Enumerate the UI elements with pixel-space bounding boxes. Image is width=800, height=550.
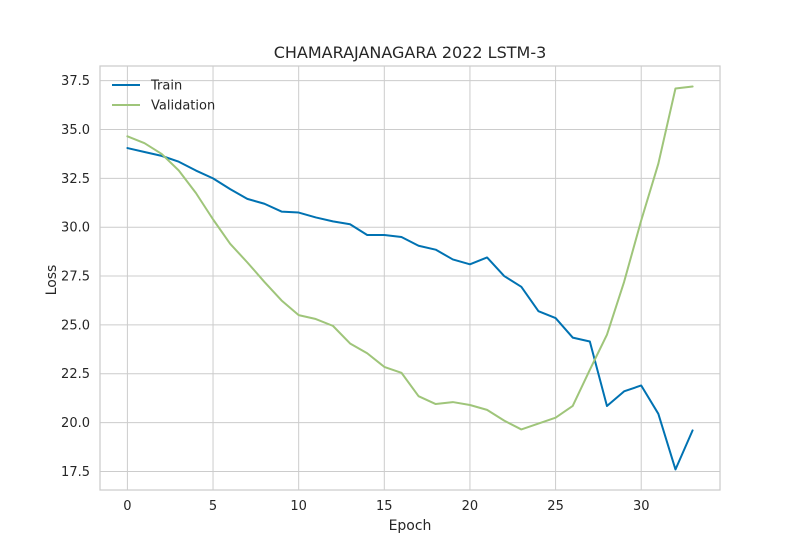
chart-title: CHAMARAJANAGARA 2022 LSTM-3 [274, 43, 547, 62]
y-tick-label: 27.5 [61, 270, 90, 285]
y-tick-label: 20.0 [61, 416, 90, 431]
x-tick-label: 30 [633, 499, 650, 514]
x-tick-label: 20 [462, 499, 479, 514]
legend-label-train: Train [150, 79, 182, 94]
y-tick-label: 17.5 [61, 465, 90, 480]
y-tick-label: 37.5 [61, 74, 90, 89]
y-tick-label: 30.0 [61, 221, 90, 236]
legend-label-validation: Validation [151, 99, 215, 114]
legend: Train Validation [112, 79, 215, 114]
tick-labels: 0 5 10 15 20 25 30 17.5 20.0 22.5 25.0 27.5 30.0 32.5… [61, 74, 649, 514]
series-line-train [126, 147, 694, 471]
plot-frame [99, 65, 721, 491]
grid [100, 66, 720, 490]
y-axis-label: Loss [44, 265, 60, 296]
x-tick-label: 10 [290, 499, 307, 514]
x-tick-label: 0 [123, 499, 131, 514]
series-lines [126, 85, 694, 471]
y-tick-label: 32.5 [61, 172, 90, 187]
y-tick-label: 35.0 [61, 123, 90, 138]
x-tick-label: 25 [547, 499, 564, 514]
y-tick-label: 25.0 [61, 318, 90, 333]
y-tick-label: 22.5 [61, 367, 90, 382]
series-line-validation [126, 85, 694, 431]
x-axis-label: Epoch [389, 518, 432, 534]
x-tick-label: 5 [209, 499, 217, 514]
x-tick-label: 15 [376, 499, 393, 514]
